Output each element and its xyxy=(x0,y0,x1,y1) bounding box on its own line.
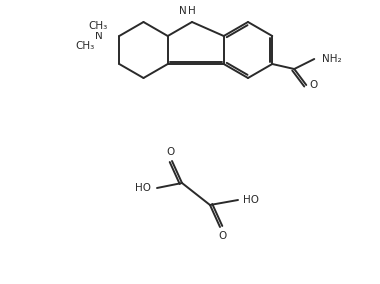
Text: O: O xyxy=(309,80,318,90)
Text: O: O xyxy=(166,147,174,157)
Text: CH₃: CH₃ xyxy=(75,41,94,51)
Text: HO: HO xyxy=(135,183,151,193)
Text: H: H xyxy=(188,6,196,16)
Text: N: N xyxy=(95,31,102,41)
Text: N: N xyxy=(179,6,187,16)
Text: HO: HO xyxy=(243,195,259,205)
Text: O: O xyxy=(218,231,226,241)
Text: CH₃: CH₃ xyxy=(89,21,108,31)
Text: NH₂: NH₂ xyxy=(322,54,342,64)
